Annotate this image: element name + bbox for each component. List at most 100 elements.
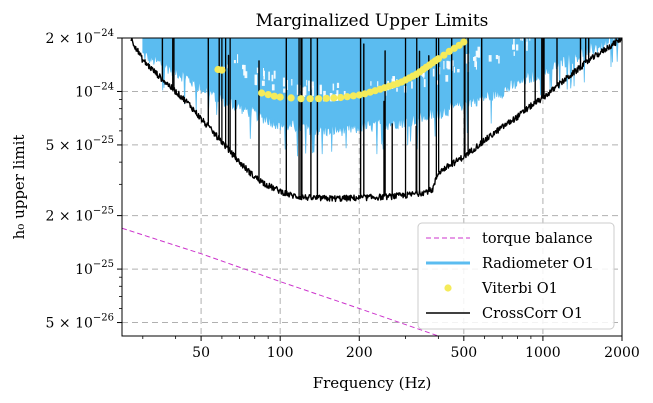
legend-label: Viterbi O1 bbox=[481, 281, 558, 297]
viterbi-point bbox=[460, 38, 468, 46]
radiometer-gap bbox=[520, 38, 522, 41]
radiometer-gap bbox=[268, 71, 270, 81]
radiometer-gap bbox=[432, 68, 435, 77]
y-tick-mantissa: 2 × 10 bbox=[46, 31, 93, 47]
radiometer-gap bbox=[445, 75, 449, 82]
viterbi-point bbox=[306, 95, 314, 103]
radiometer-gap bbox=[474, 56, 477, 67]
radiometer-gap bbox=[332, 83, 335, 91]
legend-label: Radiometer O1 bbox=[482, 256, 594, 272]
torque-balance-line bbox=[122, 227, 440, 336]
radiometer-gap bbox=[447, 61, 451, 70]
viterbi-point bbox=[355, 91, 363, 99]
y-tick-mantissa: 10 bbox=[75, 262, 93, 278]
viterbi-point bbox=[330, 94, 338, 102]
radiometer-gap bbox=[370, 81, 372, 86]
radiometer-gap bbox=[396, 87, 398, 92]
y-tick-mantissa: 10 bbox=[75, 84, 93, 100]
radiometer-gap bbox=[282, 77, 285, 87]
radiometer-gap bbox=[336, 82, 340, 88]
x-tick-label: 100 bbox=[267, 345, 294, 361]
radiometer-gap bbox=[271, 84, 275, 91]
radiometer-gap bbox=[495, 55, 499, 60]
x-tick-label: 1000 bbox=[525, 345, 561, 361]
radiometer-gap bbox=[451, 60, 454, 67]
x-tick-label: 50 bbox=[192, 345, 210, 361]
series-layer bbox=[122, 38, 622, 336]
x-axis-ticks: 50 100 200 500 1000 2000 bbox=[142, 336, 640, 361]
radiometer-gap bbox=[263, 68, 264, 76]
radiometer-gap bbox=[488, 55, 492, 62]
x-tick-label: 200 bbox=[346, 345, 373, 361]
radiometer-gap bbox=[377, 81, 379, 87]
radiometer-gap bbox=[256, 67, 259, 74]
radiometer-gap bbox=[475, 50, 479, 58]
y-tick-label: 10−25 bbox=[75, 259, 114, 278]
viterbi-point bbox=[434, 55, 442, 63]
radiometer-gap bbox=[291, 79, 293, 86]
radiometer-gap bbox=[446, 60, 449, 69]
viterbi-point bbox=[287, 94, 295, 102]
radiometer-gap bbox=[302, 87, 306, 97]
legend-label: CrossCorr O1 bbox=[482, 306, 583, 322]
y-tick-exponent: −25 bbox=[93, 135, 114, 146]
viterbi-point bbox=[258, 89, 266, 97]
legend-label: torque balance bbox=[482, 231, 593, 247]
y-tick-exponent: −25 bbox=[93, 206, 114, 217]
radiometer-gap bbox=[411, 81, 413, 89]
y-tick-label: 10−24 bbox=[75, 81, 114, 100]
radiometer-gap bbox=[254, 74, 258, 85]
radiometer-band bbox=[142, 38, 622, 157]
radiometer-gap bbox=[261, 80, 265, 86]
radiometer-gap bbox=[312, 85, 314, 96]
radiometer-gap bbox=[233, 60, 236, 64]
radiometer-gap bbox=[306, 79, 308, 86]
y-tick-exponent: −25 bbox=[93, 259, 114, 270]
legend-box bbox=[417, 222, 615, 330]
crosscorr-line bbox=[130, 38, 622, 203]
radiometer-gap bbox=[513, 38, 515, 50]
y-tick-mantissa: 2 × 10 bbox=[46, 209, 93, 225]
radiometer-gap bbox=[343, 91, 346, 96]
y-tick-label: 5 × 10−26 bbox=[46, 313, 114, 332]
radiometer-gap bbox=[513, 51, 515, 56]
y-tick-label: 2 × 10−25 bbox=[46, 206, 114, 225]
radiometer-gap bbox=[244, 71, 248, 79]
y-tick-mantissa: 5 × 10 bbox=[46, 316, 93, 332]
x-tick-label: 500 bbox=[450, 345, 477, 361]
viterbi-point bbox=[270, 92, 278, 100]
viterbi-point bbox=[322, 94, 330, 102]
y-tick-label: 5 × 10−25 bbox=[46, 135, 114, 154]
viterbi-point bbox=[218, 66, 226, 74]
radiometer-gap bbox=[296, 84, 299, 95]
viterbi-point bbox=[440, 51, 448, 59]
radiometer-gap bbox=[308, 80, 310, 92]
radiometer-gap bbox=[498, 55, 500, 64]
radiometer-gap bbox=[516, 44, 519, 51]
radiometer-gap bbox=[521, 38, 523, 41]
viterbi-point bbox=[276, 93, 284, 101]
viterbi-point bbox=[349, 92, 357, 100]
radiometer-gap bbox=[453, 66, 455, 73]
legend-swatch-viterbi bbox=[444, 284, 452, 292]
radiometer-gap bbox=[237, 54, 239, 64]
viterbi-point bbox=[343, 93, 351, 101]
radiometer-gap bbox=[319, 84, 322, 95]
y-tick-exponent: −24 bbox=[93, 81, 114, 92]
radiometer-gap bbox=[438, 67, 441, 75]
radiometer-gap bbox=[465, 54, 468, 64]
radiometer-gap bbox=[392, 76, 395, 87]
radiometer-gap bbox=[526, 41, 528, 51]
radiometer-gap bbox=[286, 80, 288, 90]
y-axis-label: h₀ upper limit bbox=[10, 135, 28, 240]
legend: torque balance Radiometer O1 Viterbi O1 Cro… bbox=[417, 222, 615, 330]
radiometer-gap bbox=[271, 74, 274, 82]
radiometer-gap bbox=[423, 79, 426, 88]
y-tick-exponent: −26 bbox=[93, 313, 114, 324]
y-tick-label: 2 × 10−24 bbox=[46, 28, 114, 47]
radiometer-gap bbox=[457, 69, 460, 73]
y-tick-mantissa: 5 × 10 bbox=[46, 138, 93, 154]
radiometer-gap bbox=[283, 88, 286, 93]
